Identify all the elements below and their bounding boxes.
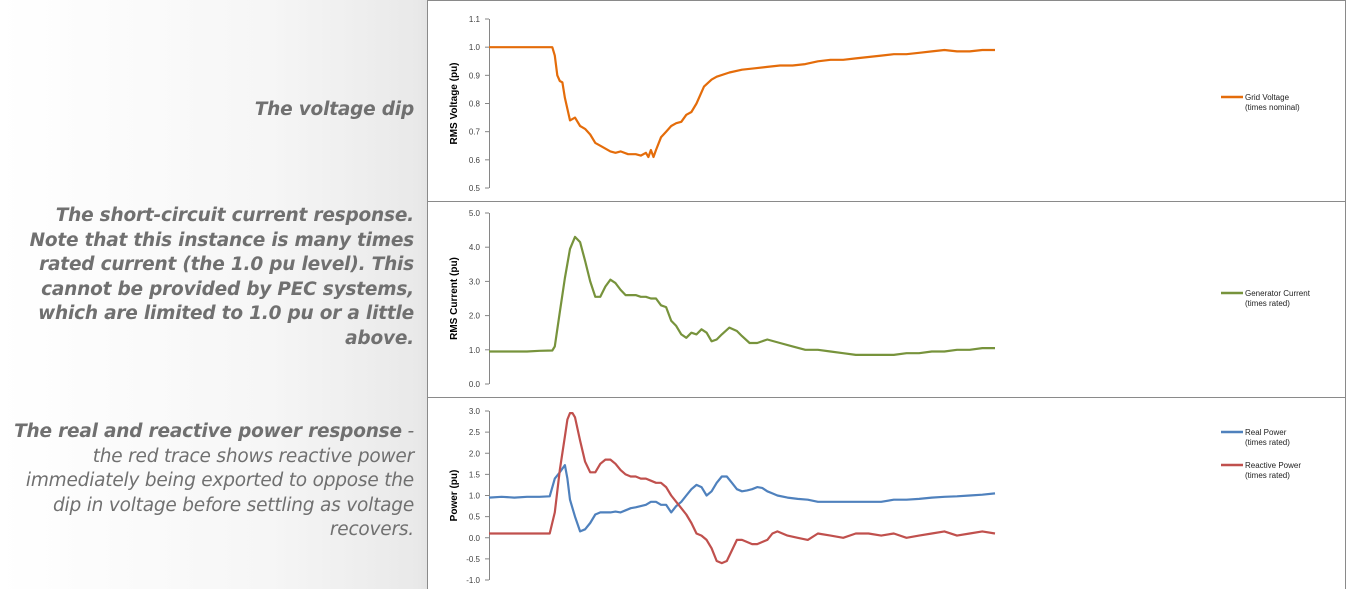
legend-sublabel: (times rated) [1245,471,1290,480]
legend-entry: Reactive Power(times rated) [1221,461,1301,480]
chart-frame [427,397,1346,589]
y-tick-label: 2.5 [469,428,481,437]
chart-panel-2: 0.0 1.0 2.0 3.0 4.0 5.0 RMS Current (pu) Genera… [427,201,1346,398]
y-tick-label: 0.7 [469,128,481,137]
y-tick-label: -1.0 [466,576,480,585]
y-tick-label: 1.0 [469,43,481,52]
annotation-current-text: The short-circuit current response. Note… [29,205,415,349]
y-tick-label: 1.1 [469,15,481,24]
chart-frame [427,201,1346,398]
legend-sublabel: (times nominal) [1245,103,1300,112]
annotation-power-normal: - the red trace shows reactive power imm… [25,421,414,540]
chart-panel-3: -1.0 -0.5 0.0 0.5 1.0 1.5 2.0 2.5 3.0 Power (pu) R… [427,397,1346,589]
y-axis-label: RMS Voltage (pu) [449,62,460,144]
y-tick-label: 0.5 [469,513,481,522]
series-line-1 [489,46,995,159]
y-tick-label: 1.0 [469,346,481,355]
legend-label: Real Power [1245,428,1287,437]
legend-sublabel: (times rated) [1245,299,1290,308]
annotation-voltage-text: The voltage dip [254,99,414,120]
y-tick-label: 1.0 [469,492,481,501]
y-axis-label: RMS Current (pu) [449,257,460,340]
annotation-power-response: The real and reactive power response - t… [4,420,414,543]
y-tick-label: 1.5 [469,470,481,479]
series-line-1 [488,464,996,533]
y-tick-label: 0.0 [469,380,481,389]
legend-entry: Generator Current(times rated) [1221,289,1311,308]
y-tick-label: 0.8 [469,100,481,109]
y-tick-label: 2.0 [469,312,481,321]
annotation-current-response: The short-circuit current response. Note… [4,204,415,351]
legend-entry: Grid Voltage(times nominal) [1221,93,1300,112]
legend-label: Generator Current [1245,289,1311,298]
y-tick-label: -0.5 [466,555,480,564]
y-tick-label: 3.0 [469,277,481,286]
y-tick-label: 0.0 [469,534,481,543]
y-tick-label: 3.0 [469,407,481,416]
annotation-power-bold: The real and reactive power response [14,421,402,442]
y-tick-label: 0.5 [469,184,481,193]
y-tick-label: 0.9 [469,71,481,80]
legend-sublabel: (times rated) [1245,438,1290,447]
y-tick-label: 2.0 [469,449,481,458]
y-tick-label: 4.0 [469,243,481,252]
chart-panel-1: 0.5 0.6 0.7 0.8 0.9 1.0 1.1 RMS Voltage (pu) Gri… [427,0,1346,202]
series-line-1 [489,235,995,356]
y-tick-label: 0.6 [469,156,481,165]
legend-entry: Real Power(times rated) [1221,428,1290,447]
series-line-2 [489,412,996,565]
annotation-voltage-dip: The voltage dip [255,98,414,123]
legend-label: Grid Voltage [1245,93,1290,102]
legend-label: Reactive Power [1245,461,1301,470]
y-axis-label: Power (pu) [449,470,460,522]
y-tick-label: 5.0 [469,209,481,218]
